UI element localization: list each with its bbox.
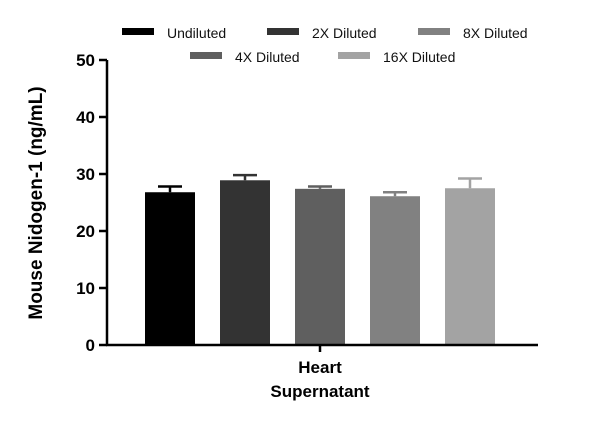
y-tick-label: 0 [86, 336, 95, 355]
bar [370, 196, 420, 345]
y-tick-label: 10 [76, 279, 95, 298]
legend-label: 16X Diluted [383, 49, 455, 65]
legend-label: Undiluted [167, 25, 226, 41]
y-tick-label: 30 [76, 165, 95, 184]
axes: 0 10 20 30 40 50 [76, 51, 538, 355]
y-axis-title: Mouse Nidogen-1 (ng/mL) [26, 86, 47, 319]
bar [220, 180, 270, 345]
category-label-line-1: Heart [298, 358, 342, 377]
legend-swatch [190, 52, 222, 59]
y-tick-label: 40 [76, 108, 95, 127]
legend: Undiluted 2X Diluted 8X Diluted 4X Diluted 1… [122, 25, 528, 65]
category-label-line-2: Supernatant [270, 382, 370, 401]
legend-swatch [338, 52, 370, 59]
legend-label: 4X Diluted [235, 49, 300, 65]
y-tick-label: 50 [76, 51, 95, 70]
legend-swatch [418, 28, 450, 35]
legend-swatch [122, 28, 154, 35]
legend-label: 2X Diluted [312, 25, 377, 41]
bar [145, 192, 195, 345]
bars [145, 173, 495, 345]
y-tick-label: 20 [76, 222, 95, 241]
bar [445, 188, 495, 345]
legend-swatch [267, 28, 299, 35]
legend-label: 8X Diluted [463, 25, 528, 41]
bar [295, 188, 345, 345]
